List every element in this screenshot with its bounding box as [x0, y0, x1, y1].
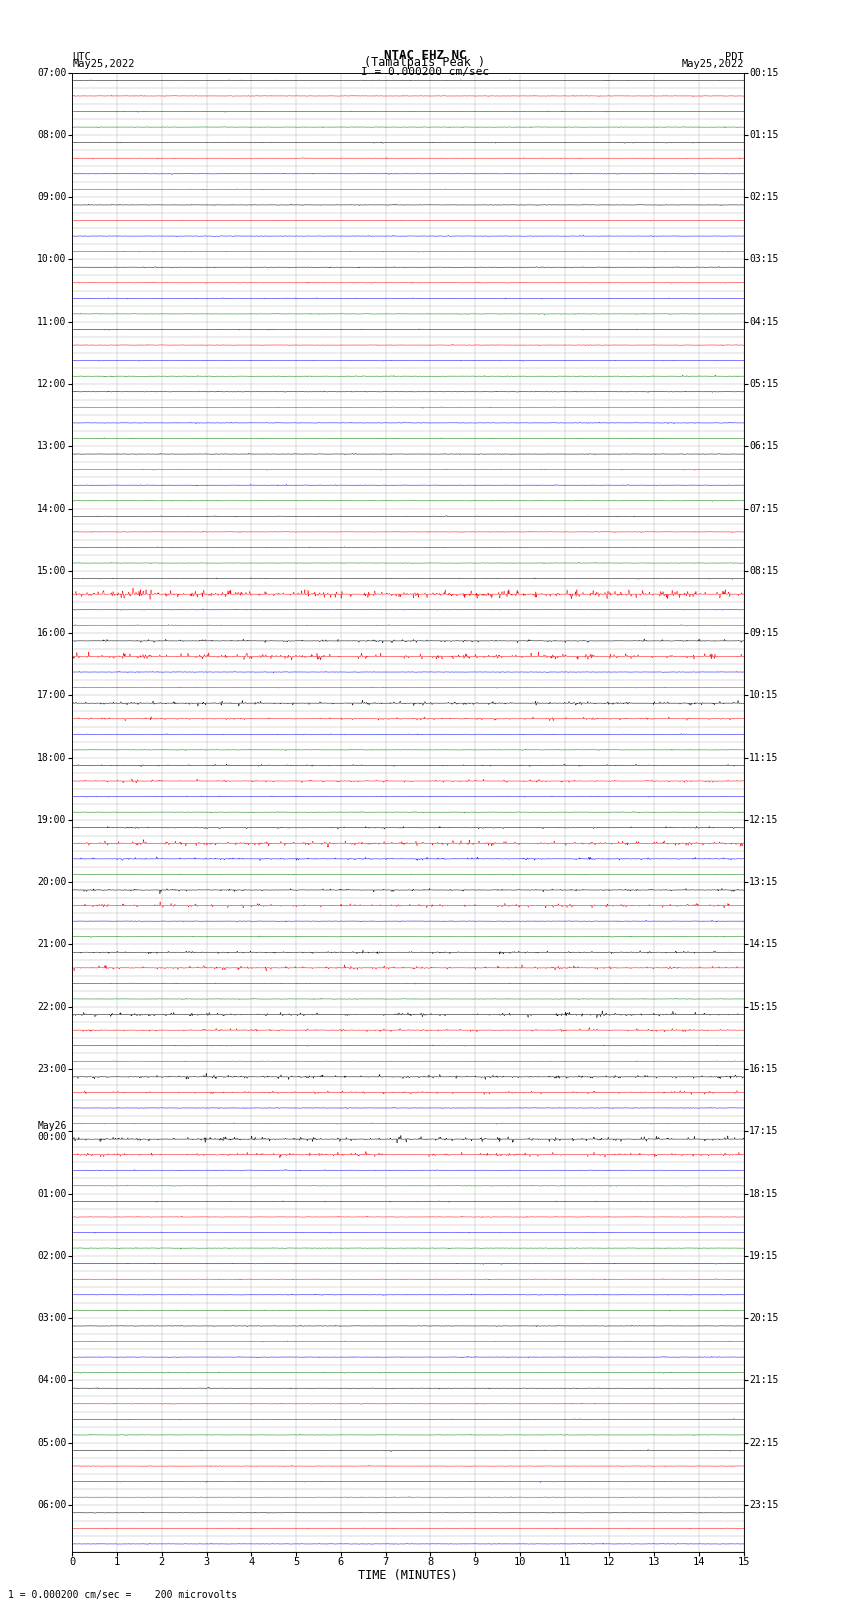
- X-axis label: TIME (MINUTES): TIME (MINUTES): [358, 1569, 458, 1582]
- Text: I = 0.000200 cm/sec: I = 0.000200 cm/sec: [361, 66, 489, 77]
- Text: PDT: PDT: [725, 52, 744, 63]
- Text: 1 = 0.000200 cm/sec =    200 microvolts: 1 = 0.000200 cm/sec = 200 microvolts: [8, 1590, 238, 1600]
- Text: NTAC EHZ NC: NTAC EHZ NC: [383, 48, 467, 63]
- Text: UTC: UTC: [72, 52, 91, 63]
- Text: May25,2022: May25,2022: [72, 60, 135, 69]
- Text: (Tamalpais Peak ): (Tamalpais Peak ): [365, 56, 485, 69]
- Text: May25,2022: May25,2022: [681, 60, 744, 69]
